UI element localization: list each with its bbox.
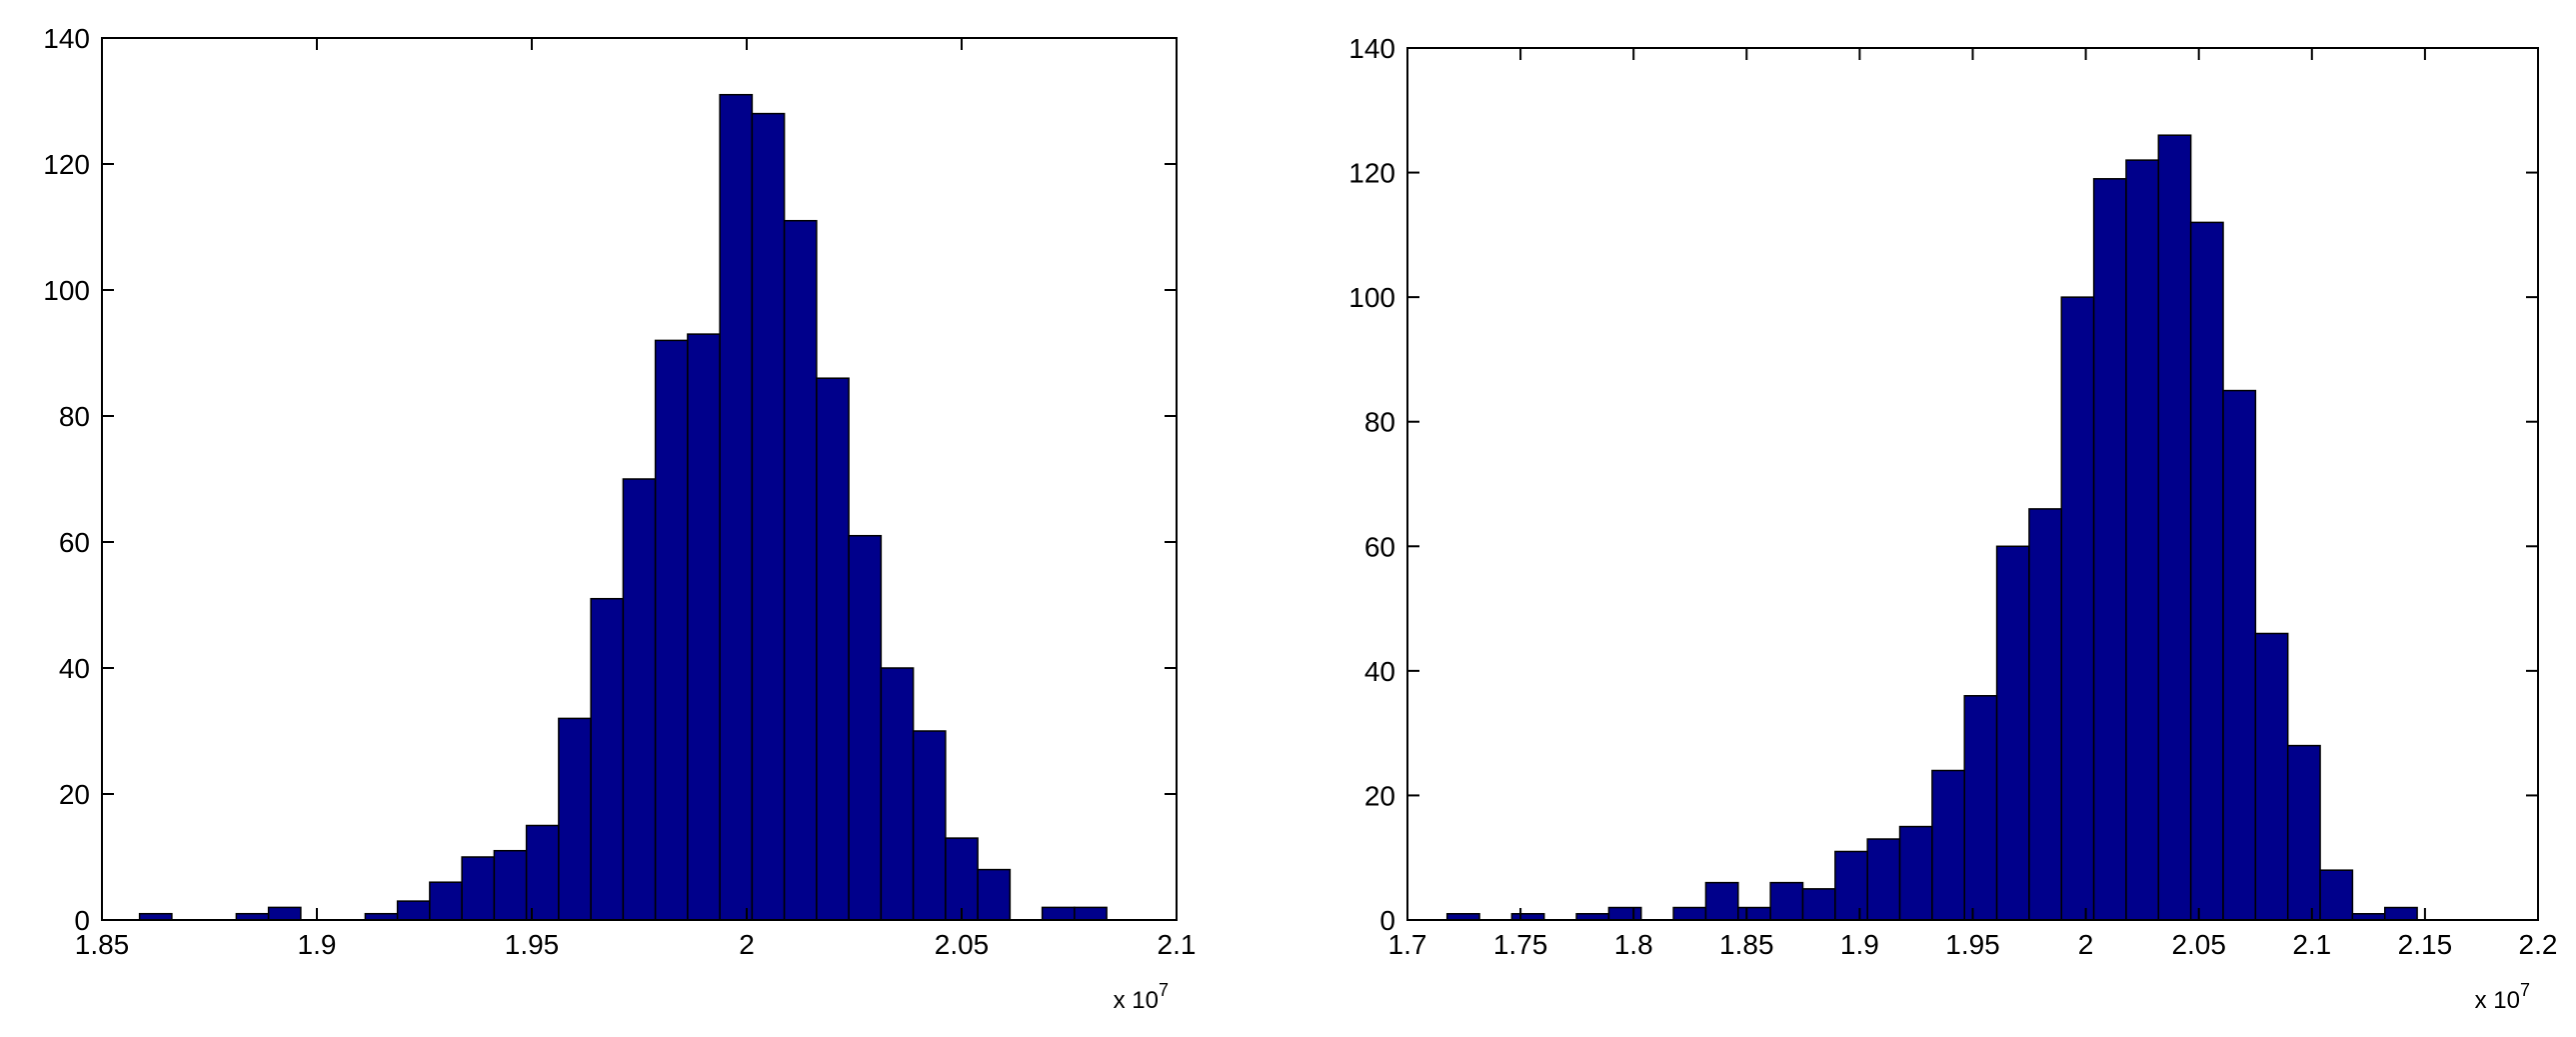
y-tick-label: 140	[1348, 33, 1395, 64]
histogram-bar	[2384, 906, 2418, 921]
histogram-bar	[816, 377, 850, 921]
x-tick-label: 1.85	[1719, 929, 1774, 960]
histogram-left-plot: 1.85 1.9 1.95 2 2.05 2.1 0 20 40 60 80 100 120 140 x 1…	[43, 23, 1197, 1014]
histogram-bar	[1737, 906, 1771, 921]
histogram-bar	[848, 534, 883, 921]
y-tick-label: 140	[43, 23, 90, 54]
x-axis-exponent-label: x 107	[1114, 980, 1169, 1014]
y-tick-label: 40	[1364, 656, 1395, 687]
histogram-bar	[2222, 389, 2257, 921]
x-tick-label: 1.7	[1388, 929, 1427, 960]
histogram-bar	[751, 112, 786, 921]
y-tick-label: 80	[59, 401, 90, 432]
y-tick-label: 120	[43, 149, 90, 180]
histogram-bar	[1607, 906, 1642, 921]
histogram-bar	[783, 219, 818, 921]
histogram-bar	[2189, 221, 2224, 921]
histogram-bar	[622, 478, 657, 921]
histogram-bar	[2157, 134, 2192, 921]
histogram-bar	[1834, 850, 1868, 921]
histogram-bar	[880, 667, 915, 921]
x-tick-label: 1.95	[505, 929, 560, 960]
x-tick-label: 1.9	[1840, 929, 1879, 960]
histogram-bar	[267, 906, 302, 921]
histogram-bar	[1769, 881, 1804, 921]
y-tick-label: 60	[59, 527, 90, 558]
x-tick-label: 1.9	[298, 929, 337, 960]
exponent-base: x 10	[2475, 987, 2520, 1014]
y-tick-label: 0	[74, 905, 90, 936]
x-tick-label: 2.2	[2519, 929, 2558, 960]
axes-box	[101, 37, 1178, 921]
histogram-bar	[1963, 695, 1998, 921]
histogram-bar	[2092, 178, 2127, 921]
x-tick-label: 2	[2078, 929, 2094, 960]
exponent-power: 7	[2520, 980, 2530, 1000]
x-tick-label: 1.75	[1493, 929, 1548, 960]
histogram-bar	[429, 881, 463, 921]
histogram-bar	[1074, 906, 1108, 921]
histogram-bar	[1041, 906, 1076, 921]
y-tick-label: 20	[1364, 780, 1395, 811]
x-tick-label: 1.95	[1945, 929, 2000, 960]
y-tick-label: 60	[1364, 531, 1395, 562]
x-axis-exponent-label: x 107	[2475, 980, 2530, 1014]
histogram-bar	[2125, 159, 2160, 921]
x-tick-label: 2.1	[2292, 929, 2331, 960]
histogram-bar	[977, 868, 1012, 921]
histogram-bar	[1898, 825, 1933, 921]
x-tick-label: 2.15	[2398, 929, 2453, 960]
histogram-bar	[654, 339, 689, 921]
x-tick-label: 1.85	[75, 929, 130, 960]
histogram-bar	[1704, 881, 1739, 921]
histogram-bar	[2028, 508, 2063, 921]
x-tick-label: 1.8	[1614, 929, 1653, 960]
histogram-bar	[2319, 869, 2354, 921]
histogram-bar	[2286, 744, 2321, 921]
y-tick-label: 20	[59, 779, 90, 810]
histogram-bar	[912, 730, 947, 921]
histogram-bar	[493, 849, 528, 921]
histogram-bar	[396, 900, 431, 921]
x-tick-label: 2.05	[2171, 929, 2226, 960]
histogram-bar	[687, 333, 721, 921]
y-tick-label: 100	[43, 275, 90, 306]
x-tick-label: 2.1	[1158, 929, 1197, 960]
histogram-bar	[1866, 838, 1901, 921]
histogram-bar	[1672, 906, 1707, 921]
exponent-base: x 10	[1114, 987, 1159, 1014]
y-tick-label: 80	[1364, 407, 1395, 438]
x-tick-label: 2	[739, 929, 755, 960]
exponent-power: 7	[1159, 980, 1169, 1000]
histogram-bar	[461, 856, 496, 921]
histogram-bar	[558, 717, 592, 921]
histogram-right-plot: 1.7 1.75 1.8 1.85 1.9 1.95 2 2.05 2.1 2.15 2.2 0 20 4…	[1348, 33, 2558, 1014]
histogram-bar	[945, 837, 979, 921]
histogram-bar	[590, 597, 625, 921]
x-tick-label: 2.05	[935, 929, 990, 960]
histogram-bar	[2060, 296, 2095, 921]
y-tick-label: 120	[1348, 158, 1395, 189]
y-tick-label: 100	[1348, 282, 1395, 313]
histogram-bar	[2254, 632, 2289, 921]
histogram-bar	[1801, 888, 1836, 921]
histogram-bar	[1931, 769, 1966, 921]
histogram-bar	[525, 824, 560, 921]
y-tick-label: 0	[1379, 905, 1395, 936]
histogram-bar	[1995, 545, 2030, 921]
histogram-left: 1.85 1.9 1.95 2 2.05 2.1 0 20 40 60 80 100 120 140 x 1…	[43, 23, 1197, 1014]
y-tick-label: 40	[59, 653, 90, 684]
histogram-bar	[719, 93, 754, 921]
histogram-right: 1.7 1.75 1.8 1.85 1.9 1.95 2 2.05 2.1 2.15 2.2 0 20 4…	[1288, 0, 2576, 1037]
